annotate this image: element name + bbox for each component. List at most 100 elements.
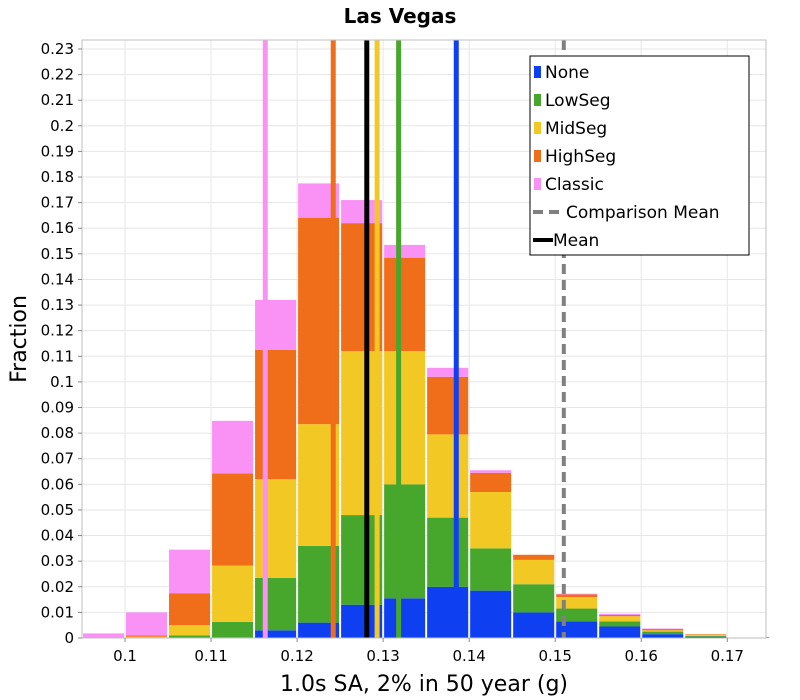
- y-tick-label: 0.05: [41, 501, 74, 519]
- bar-none: [298, 622, 340, 638]
- bar-none: [556, 621, 598, 638]
- bar-midseg: [169, 625, 211, 636]
- bar-highseg: [513, 554, 555, 560]
- legend-swatch-classic: [534, 178, 541, 190]
- bar-none: [427, 586, 469, 638]
- bar-lowseg: [599, 621, 641, 627]
- y-tick-label: 0.18: [41, 168, 74, 186]
- bar-highseg: [427, 376, 469, 435]
- bar-classic: [556, 593, 598, 595]
- y-tick-label: 0.17: [41, 194, 74, 212]
- bar-lowseg: [255, 577, 297, 631]
- plot-frame: [81, 39, 767, 639]
- bar-classic: [126, 612, 168, 636]
- y-tick-label: 0.14: [41, 270, 74, 288]
- bar-midseg: [513, 559, 555, 585]
- y-tick-label: 0.13: [41, 296, 74, 314]
- x-tick-label: 0.14: [452, 647, 485, 665]
- bar-none: [255, 630, 297, 638]
- bar-midseg: [427, 434, 469, 518]
- legend-label-highseg: HighSeg: [545, 147, 616, 167]
- y-tick-label: 0.02: [41, 578, 74, 596]
- legend-label-comparison-mean: Comparison Mean: [566, 203, 720, 223]
- bar-highseg: [126, 635, 168, 637]
- x-tick-label: 0.15: [539, 647, 572, 665]
- bar-midseg: [126, 636, 168, 638]
- bar-classic: [384, 244, 426, 258]
- bar-highseg: [212, 473, 254, 566]
- legend-label-lowseg: LowSeg: [545, 91, 611, 111]
- bar-highseg: [642, 629, 684, 631]
- legend-label-midseg: MidSeg: [545, 119, 607, 139]
- bar-none: [642, 634, 684, 638]
- y-tick-label: 0.11: [41, 347, 74, 365]
- bar-classic: [470, 470, 512, 473]
- bar-highseg: [384, 257, 426, 352]
- bar-lowseg: [685, 635, 727, 637]
- bar-midseg: [255, 479, 297, 578]
- x-tick-label: 0.12: [280, 647, 313, 665]
- bar-midseg: [685, 634, 727, 636]
- bar-highseg: [599, 614, 641, 617]
- bar-none: [685, 636, 727, 638]
- bar-highseg: [685, 634, 727, 635]
- bar-highseg: [169, 593, 211, 626]
- bar-lowseg: [513, 584, 555, 613]
- y-tick-label: 0.23: [41, 40, 74, 58]
- bar-classic: [599, 613, 641, 615]
- y-tick-label: 0.21: [41, 91, 74, 109]
- y-tick-label: 0.01: [41, 603, 74, 621]
- legend-box: [529, 55, 750, 256]
- bar-lowseg: [427, 517, 469, 587]
- bar-midseg: [642, 630, 684, 632]
- bar-lowseg: [470, 548, 512, 591]
- y-axis-ticks: 0 0.01 0.02 0.03 0.04 0.05 0.06 0.07 0.08 0.09 0.1…: [41, 40, 82, 647]
- bar-midseg: [599, 616, 641, 622]
- x-axis-label: 1.0s SA, 2% in 50 year (g): [280, 672, 568, 697]
- x-tick-label: 0.1: [113, 647, 137, 665]
- bar-none: [470, 590, 512, 638]
- bar-lowseg: [642, 631, 684, 635]
- bar-classic: [341, 200, 383, 224]
- bar-midseg: [470, 492, 512, 549]
- y-tick-label: 0.1: [50, 373, 74, 391]
- legend-swatch-midseg: [534, 122, 541, 134]
- bar-highseg: [255, 349, 297, 480]
- x-axis-ticks: 0.1 0.11 0.12 0.13 0.14 0.15 0.16 0.17: [113, 638, 744, 665]
- bar-classic: [169, 549, 211, 594]
- bar-lowseg: [384, 484, 426, 599]
- y-tick-label: 0.22: [41, 66, 74, 84]
- y-tick-label: 0.19: [41, 142, 74, 160]
- bar-midseg: [556, 597, 598, 609]
- legend-swatch-none: [534, 66, 541, 78]
- bar-classic: [642, 628, 684, 630]
- y-tick-label: 0.06: [41, 475, 74, 493]
- y-tick-label: 0.03: [41, 552, 74, 570]
- bar-highseg: [556, 594, 598, 598]
- bar-classic: [212, 420, 254, 474]
- bar-midseg: [384, 351, 426, 485]
- legend: None LowSeg MidSeg HighSeg Classic Comparison…: [529, 55, 750, 256]
- bar-classic: [427, 367, 469, 377]
- y-tick-label: 0.15: [41, 245, 74, 263]
- bar-lowseg: [169, 635, 211, 638]
- mean-lines: [262, 40, 566, 638]
- x-tick-label: 0.17: [711, 647, 744, 665]
- y-tick-label: 0.09: [41, 399, 74, 417]
- legend-label-none: None: [545, 63, 589, 83]
- bar-classic: [255, 299, 297, 350]
- y-tick-label: 0.08: [41, 424, 74, 442]
- bar-none: [384, 598, 426, 638]
- y-tick-label: 0.07: [41, 450, 74, 468]
- legend-label-classic: Classic: [545, 175, 604, 195]
- y-tick-label: 0: [64, 629, 74, 647]
- bar-lowseg: [212, 621, 254, 638]
- bar-lowseg: [556, 608, 598, 622]
- x-tick-label: 0.11: [194, 647, 227, 665]
- y-tick-label: 0.04: [41, 527, 74, 545]
- legend-label-mean: Mean: [553, 231, 599, 251]
- chart-title: Las Vegas: [344, 4, 457, 28]
- legend-swatch-lowseg: [534, 94, 541, 106]
- bar-none: [599, 626, 641, 638]
